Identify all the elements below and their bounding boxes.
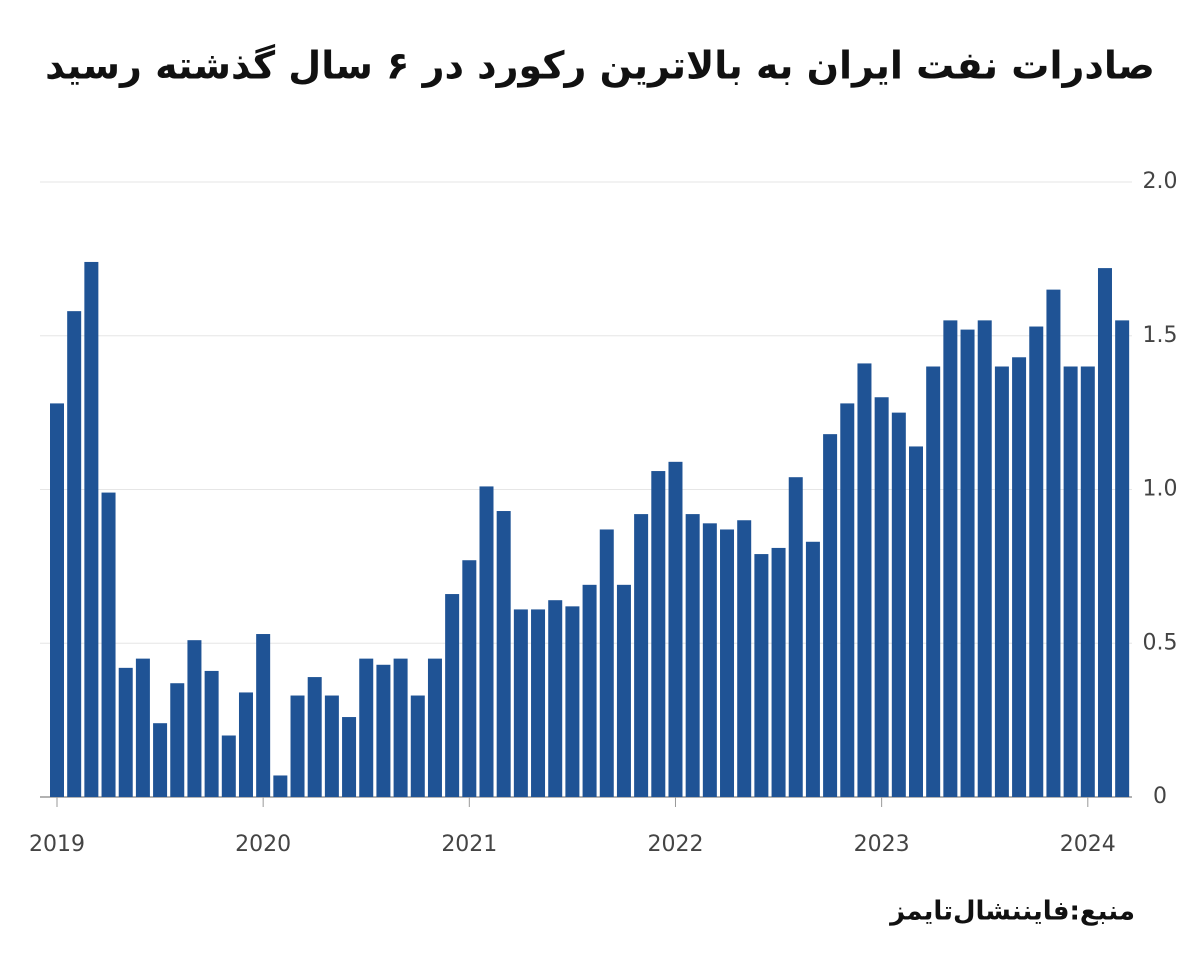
bar — [221, 735, 236, 797]
x-tick-label: 2022 — [647, 832, 703, 857]
bar — [290, 695, 305, 797]
x-tick-label: 2023 — [854, 832, 910, 857]
bar — [359, 658, 374, 797]
bar — [101, 492, 116, 797]
bar — [840, 403, 855, 797]
bar — [84, 261, 99, 797]
y-tick-label: 2.0 — [1143, 169, 1178, 194]
chart-title: صادرات نفت ایران به بالاترین رکورد در ۶ … — [45, 44, 1155, 88]
bar — [427, 658, 442, 797]
bar — [273, 775, 288, 797]
bar — [720, 529, 735, 797]
bar — [307, 677, 322, 797]
bar — [651, 471, 666, 797]
bar — [823, 434, 838, 797]
bar — [616, 584, 631, 797]
bar — [926, 366, 941, 797]
bar — [668, 461, 683, 797]
bar — [994, 366, 1009, 797]
bar — [324, 695, 339, 797]
bar — [513, 609, 528, 797]
x-tick-label: 2024 — [1060, 832, 1116, 857]
bar — [256, 634, 271, 797]
bar — [960, 329, 975, 797]
bar — [1080, 366, 1095, 797]
x-tick-label: 2020 — [235, 832, 291, 857]
source: منبع:فایننشال‌تایمز — [888, 897, 1135, 927]
bar — [1046, 289, 1061, 797]
bar — [393, 658, 408, 797]
bar — [874, 397, 889, 797]
bar — [153, 723, 168, 797]
bar — [135, 658, 150, 797]
bar — [496, 511, 511, 797]
bar — [50, 403, 64, 797]
bar — [67, 311, 82, 797]
bar — [582, 584, 597, 797]
bar — [376, 664, 391, 797]
bar — [170, 683, 185, 797]
y-tick-label: 0 — [1153, 784, 1167, 809]
y-tick-label: 1.5 — [1143, 323, 1178, 348]
bar — [771, 547, 786, 797]
bar — [857, 363, 872, 797]
bar — [548, 600, 563, 797]
bar — [1097, 268, 1112, 798]
bar — [909, 446, 923, 797]
bar — [634, 514, 649, 797]
bar — [342, 717, 357, 797]
y-tick-label: 1.0 — [1143, 477, 1178, 502]
bar — [1012, 357, 1027, 797]
bar — [531, 609, 546, 797]
bar — [1029, 326, 1044, 797]
bar — [1115, 320, 1130, 797]
bar — [479, 486, 494, 797]
y-tick-label: 0.5 — [1143, 630, 1178, 655]
bar — [1063, 366, 1078, 797]
bar — [599, 529, 614, 797]
bar — [685, 514, 700, 797]
bar — [204, 670, 219, 797]
bar — [187, 640, 202, 797]
bar — [118, 667, 133, 797]
bar — [805, 541, 820, 797]
bar — [737, 520, 752, 797]
bar — [702, 523, 717, 797]
x-tick-label: 2019 — [29, 832, 85, 857]
bar — [943, 320, 958, 797]
bar — [445, 594, 460, 797]
bar — [565, 606, 580, 797]
bar — [977, 320, 992, 797]
bar — [788, 477, 803, 797]
bar — [462, 560, 477, 797]
bar — [891, 412, 906, 797]
bar — [754, 554, 769, 797]
bar — [238, 692, 253, 797]
x-tick-label: 2021 — [441, 832, 497, 857]
bar — [410, 695, 425, 797]
